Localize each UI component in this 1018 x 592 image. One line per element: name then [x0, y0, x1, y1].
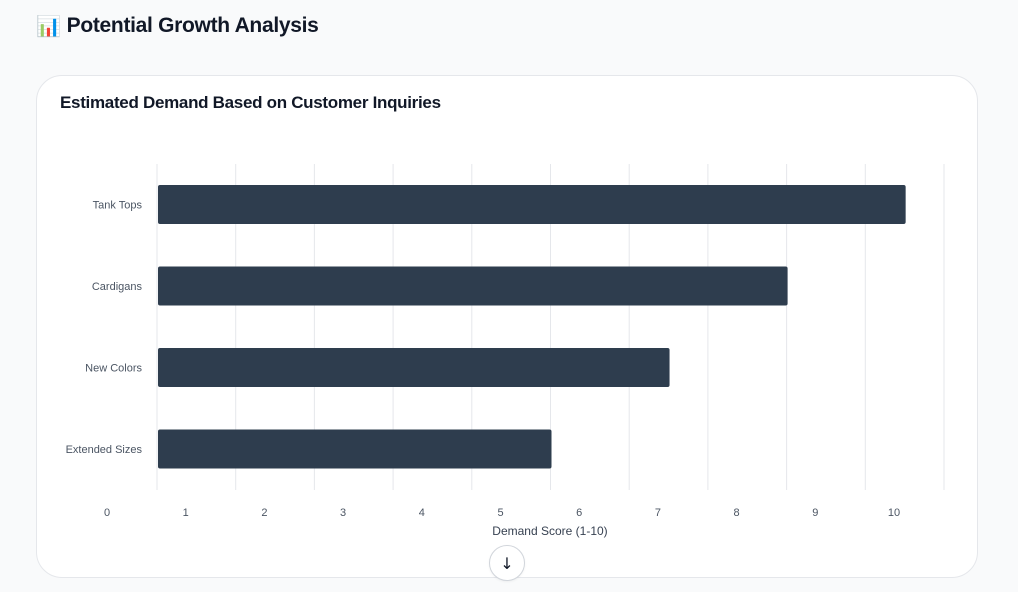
- x-tick-label: 1: [183, 507, 189, 519]
- bar: [158, 266, 788, 306]
- x-axis-title: Demand Score (1-10): [492, 524, 607, 538]
- y-category-label: Cardigans: [92, 281, 143, 293]
- y-category-label: Tank Tops: [93, 200, 143, 212]
- scroll-down-button[interactable]: ↓: [489, 545, 525, 581]
- x-tick-label: 4: [419, 507, 425, 519]
- x-tick-label: 10: [888, 507, 900, 519]
- chart-card: Estimated Demand Based on Customer Inqui…: [36, 75, 978, 578]
- y-category-label: Extended Sizes: [66, 444, 143, 456]
- page-title: Potential Growth Analysis: [66, 14, 319, 37]
- x-tick-label: 8: [734, 507, 740, 519]
- x-tick-label: 7: [655, 507, 661, 519]
- x-tick-label: 2: [261, 507, 267, 519]
- x-tick-label: 5: [497, 507, 503, 519]
- y-category-label: New Colors: [85, 363, 142, 375]
- arrow-down-icon: ↓: [500, 553, 514, 573]
- bar: [158, 348, 670, 387]
- page-header: 📊 Potential Growth Analysis: [36, 14, 319, 38]
- x-tick-label: 6: [576, 507, 582, 519]
- bar: [158, 185, 906, 224]
- x-tick-label: 3: [340, 507, 346, 519]
- bar: [158, 429, 552, 469]
- x-tick-label: 9: [812, 507, 818, 519]
- x-tick-label: 0: [104, 507, 110, 519]
- chart-title: Estimated Demand Based on Customer Inqui…: [60, 93, 441, 112]
- bar-chart-icon: 📊: [36, 14, 61, 38]
